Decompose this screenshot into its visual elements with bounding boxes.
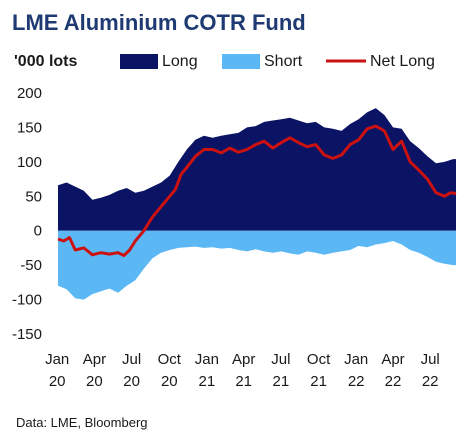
y-tick-label: 150 [17, 119, 42, 136]
x-tick-month: Apr [83, 351, 106, 368]
x-tick-year: 20 [86, 373, 103, 390]
x-tick-year: 20 [123, 373, 140, 390]
y-tick-label: 0 [34, 223, 42, 240]
chart-title: LME Aluminium COTR Fund [12, 10, 306, 35]
legend-label-short: Short [264, 53, 303, 70]
plot-area [57, 108, 457, 300]
legend-swatch-short [222, 54, 260, 69]
x-tick-month: Apr [381, 351, 404, 368]
series-line-net-long [57, 124, 457, 257]
x-tick-year: 21 [273, 373, 290, 390]
x-tick-month: Jul [122, 351, 141, 368]
y-tick-label: -150 [12, 326, 42, 343]
y-tick-label: 100 [17, 154, 42, 171]
x-tick-month: Jul [271, 351, 290, 368]
legend-label-net-long: Net Long [370, 53, 435, 70]
x-tick-month: Jan [45, 351, 69, 368]
y-tick-label: 50 [25, 188, 42, 205]
axes: 200150100500-50-100-150Jan20Apr20Jul20Oc… [12, 85, 440, 390]
source-note: Data: LME, Bloomberg [16, 415, 148, 430]
x-tick-month: Jul [421, 351, 440, 368]
y-tick-label: 200 [17, 85, 42, 102]
legend-swatch-long [120, 54, 158, 69]
x-tick-year: 20 [161, 373, 178, 390]
x-tick-month: Oct [158, 351, 182, 368]
x-tick-year: 22 [385, 373, 402, 390]
x-tick-year: 21 [310, 373, 327, 390]
x-tick-month: Jan [195, 351, 219, 368]
y-tick-label: -100 [12, 292, 42, 309]
x-tick-year: 21 [235, 373, 252, 390]
y-tick-label: -50 [20, 257, 42, 274]
series-area-long [58, 108, 456, 231]
unit-label: '000 lots [14, 53, 77, 70]
x-tick-month: Jan [344, 351, 368, 368]
x-tick-year: 21 [199, 373, 216, 390]
x-tick-month: Oct [307, 351, 331, 368]
x-tick-year: 22 [422, 373, 439, 390]
x-tick-year: 20 [49, 373, 66, 390]
legend: '000 lots Long Short Net Long [14, 53, 435, 70]
x-tick-month: Apr [232, 351, 255, 368]
series-area-short [58, 230, 456, 300]
x-tick-year: 22 [348, 373, 365, 390]
legend-label-long: Long [162, 53, 198, 70]
